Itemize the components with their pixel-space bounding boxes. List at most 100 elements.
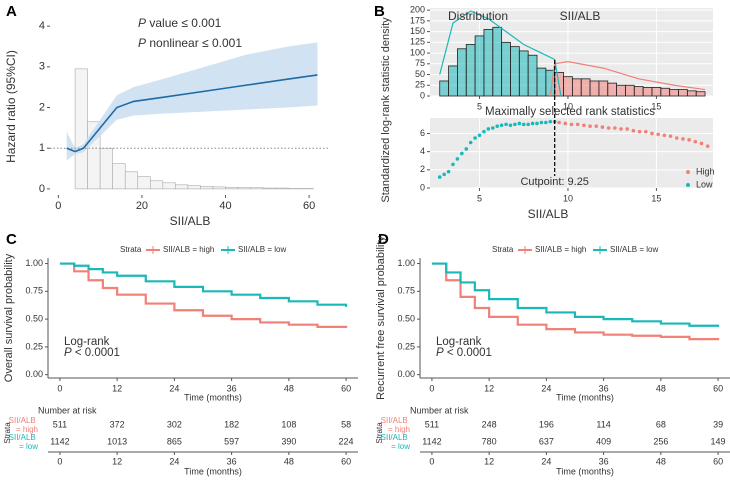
panel-label: A (6, 3, 17, 20)
x-tick-label: 12 (112, 383, 122, 393)
x-tick-label: 12 (484, 383, 494, 393)
point (643, 129, 648, 134)
point (446, 169, 451, 174)
annotation: P value ≤ 0.001 (138, 16, 222, 30)
legend-swatch (686, 183, 690, 187)
risk-count: 108 (281, 419, 296, 429)
y-tick-label: 0.75 (397, 286, 415, 296)
histogram-bar (633, 86, 644, 97)
legend-label: SII/ALB = low (238, 245, 286, 254)
histogram-bar (580, 78, 591, 97)
point (544, 120, 548, 125)
x-axis-label: Time (months) (556, 392, 614, 402)
point (499, 123, 504, 128)
y-tick-label: 4 (420, 146, 425, 156)
point (468, 140, 473, 145)
point (535, 121, 539, 126)
y-tick-label: 100 (410, 47, 425, 57)
legend-label: Low (696, 179, 713, 189)
histogram-bar (250, 187, 264, 190)
histogram-bar (149, 180, 164, 190)
histogram-bar (448, 65, 458, 97)
histogram-bar (518, 50, 529, 97)
legend-label: High (696, 166, 715, 176)
legend-label: SII/ALB = high (535, 245, 586, 254)
y-tick-label: 75 (415, 58, 425, 68)
risk-time: 24 (169, 456, 179, 466)
y-tick-label: 0 (420, 90, 425, 100)
risk-time: 12 (484, 456, 494, 466)
risk-time: 48 (656, 456, 666, 466)
point (451, 162, 455, 167)
histogram-bar (457, 48, 467, 97)
risk-row-label: SII/ALB = high (9, 416, 38, 434)
point (569, 122, 574, 127)
legend-label: SII/ALB = high (163, 245, 214, 254)
risk-count: 1142 (422, 436, 441, 446)
y-tick-label: 0.00 (25, 369, 43, 379)
annotation: P nonlinear ≤ 0.001 (138, 36, 242, 50)
x-tick-label: 48 (656, 383, 666, 393)
annotation: SII/ALB (560, 9, 601, 23)
y-tick-label: 2 (420, 164, 425, 174)
y-tick-label: 125 (410, 37, 425, 47)
point (495, 124, 500, 128)
point (687, 138, 691, 142)
point (473, 136, 477, 140)
confidence-band (66, 42, 318, 161)
y-tick-label: 25 (415, 80, 425, 90)
point (557, 120, 561, 125)
x-tick-label: 20 (136, 200, 148, 212)
point (674, 136, 679, 140)
point (521, 122, 526, 127)
x-tick-label: 60 (341, 383, 351, 393)
histogram-bar (510, 46, 520, 97)
risk-row-label: SII/ALB = low (9, 433, 39, 451)
y-tick-label: 0 (420, 182, 425, 192)
spline-line (66, 74, 318, 153)
histogram-bar (536, 67, 547, 97)
y-tick-label: 4 (39, 20, 45, 32)
risk-row-label: SII/ALB = low (381, 433, 411, 451)
risk-x-label: Time (months) (556, 466, 614, 476)
x-tick-label: 60 (713, 383, 723, 393)
risk-time: 60 (713, 456, 723, 466)
risk-time: 48 (284, 456, 294, 466)
histogram-bar (651, 87, 662, 97)
legend-label: SII/ALB = low (610, 245, 658, 254)
histogram-bar (501, 41, 511, 97)
x-axis-label: Time (months) (184, 392, 242, 402)
risk-count: 248 (482, 419, 497, 429)
risk-y-label: Strata (3, 422, 12, 444)
histogram-bar (262, 187, 276, 190)
histogram-bar (571, 78, 582, 97)
risk-time: 60 (341, 456, 351, 466)
risk-table-title: Number at risk (38, 405, 97, 415)
risk-count: 182 (224, 419, 239, 429)
point (477, 133, 482, 138)
risk-count: 409 (596, 436, 611, 446)
x-tick-label: 5 (477, 193, 482, 203)
survival-curve (431, 262, 720, 327)
x-tick-label: 36 (599, 383, 609, 393)
histogram-bar (175, 184, 189, 190)
point (631, 128, 636, 133)
x-tick-label: 60 (303, 200, 315, 212)
panel-label: C (6, 231, 17, 248)
risk-count: 58 (341, 419, 351, 429)
histogram-bar (137, 176, 151, 190)
point (526, 122, 530, 127)
cutpoint-label: Cutpoint: 9.25 (520, 176, 589, 188)
survival-curve (431, 262, 720, 341)
histogram-bar (616, 84, 626, 97)
risk-time: 0 (57, 456, 62, 466)
risk-y-label: Strata (375, 422, 384, 444)
histogram-bar (660, 87, 671, 97)
histogram-bar (483, 29, 494, 97)
risk-count: 302 (167, 419, 182, 429)
annotation: Log-rank (64, 336, 110, 348)
point (575, 122, 580, 127)
point (490, 126, 495, 130)
risk-time: 36 (227, 456, 237, 466)
